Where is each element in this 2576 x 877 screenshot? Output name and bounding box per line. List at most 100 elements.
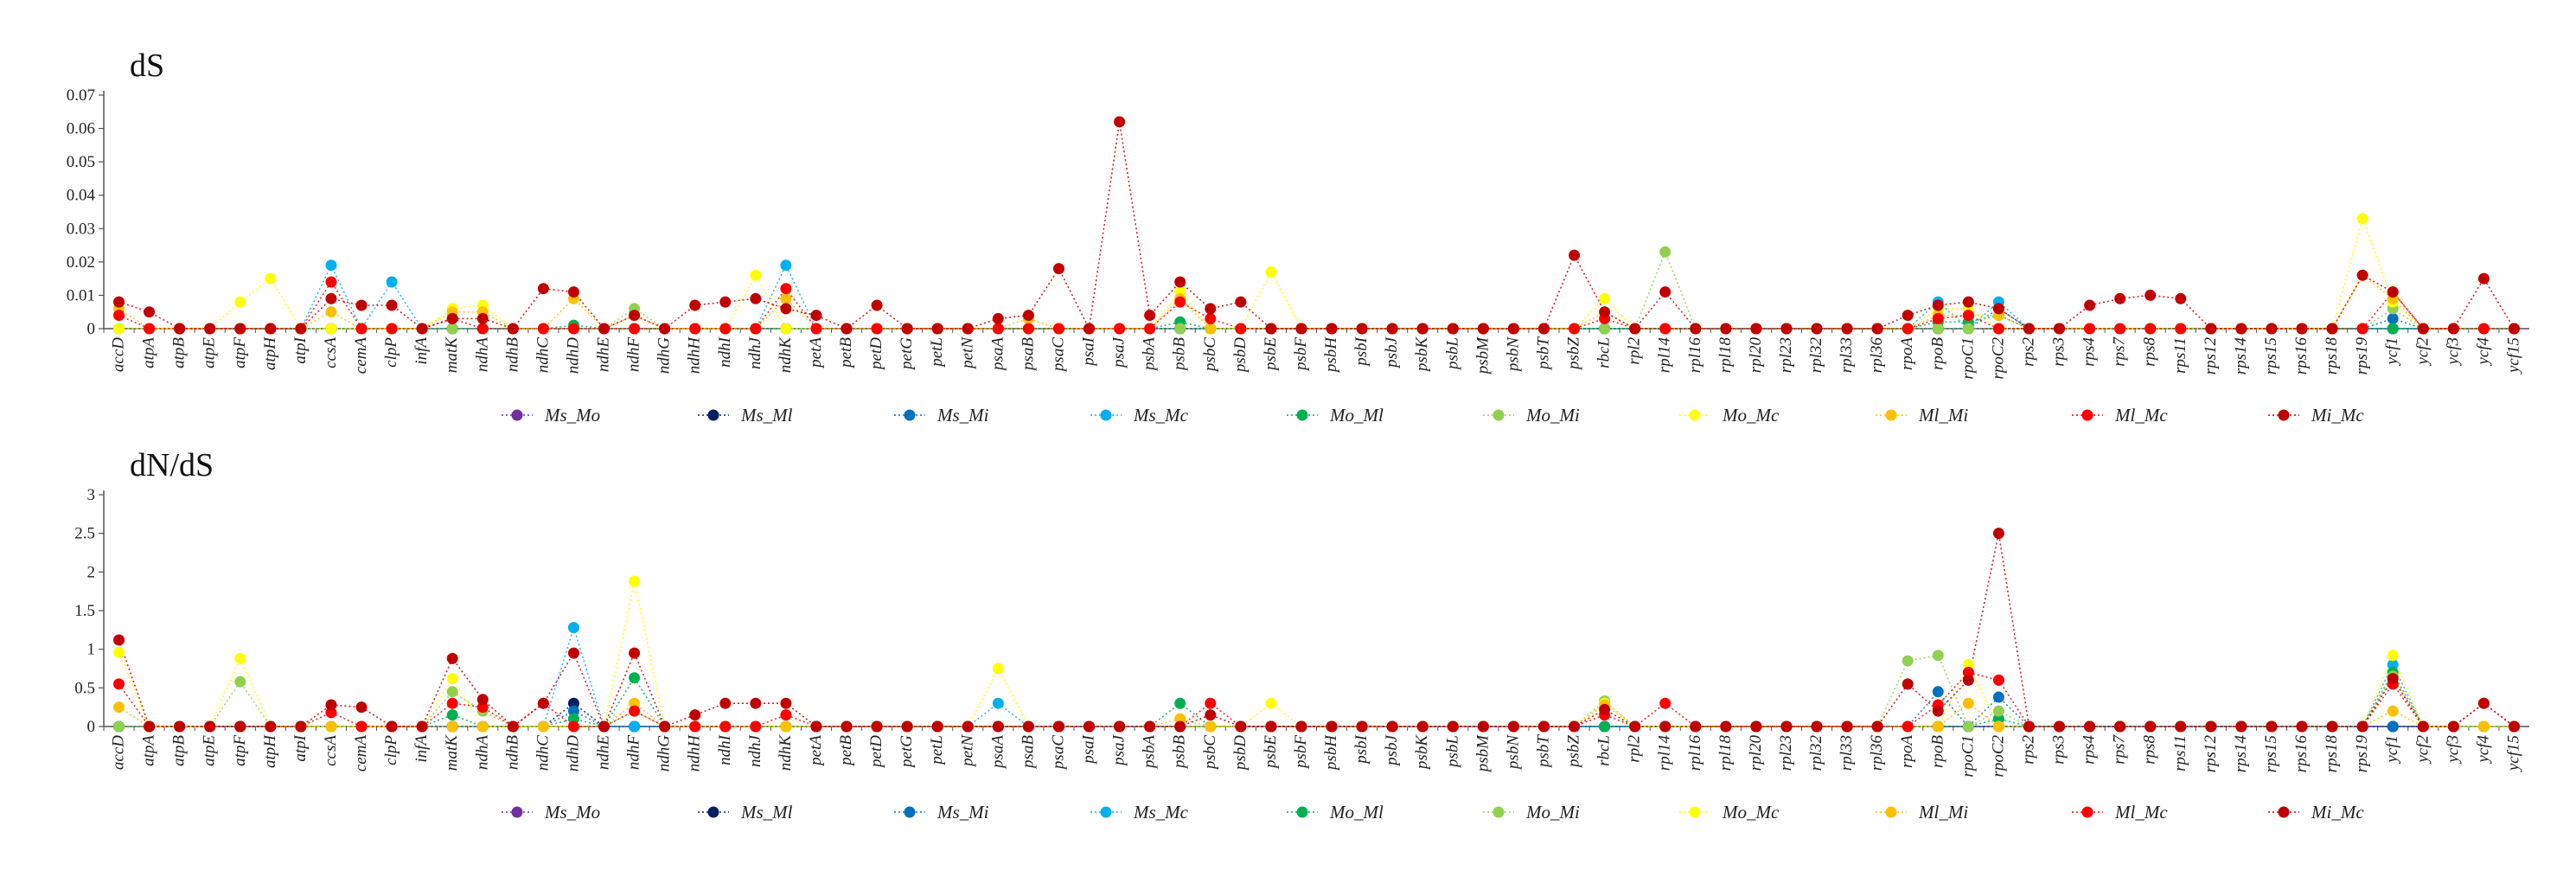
data-point-mo-mi: [1992, 705, 2004, 717]
data-point-mo-mi: [446, 323, 458, 335]
x-tick-label: petD: [867, 735, 885, 769]
x-tick-label: psbF: [1292, 735, 1310, 770]
data-point-ml-mi: [113, 701, 125, 714]
data-point-mi-mc: [1629, 720, 1641, 733]
data-point-mi-mc: [507, 720, 519, 733]
legend-label: Ml_Mi: [1918, 802, 1968, 823]
data-point-mi-mc: [931, 720, 943, 733]
data-point-mi-mc: [871, 299, 883, 311]
x-tick-label: rpl16: [1686, 337, 1704, 374]
x-tick-label: rpl2: [1626, 337, 1644, 365]
series-line-mi-mc: [118, 533, 2515, 729]
legend-label: Mo_Mc: [1722, 802, 1780, 823]
data-point-mi-mc: [810, 310, 822, 322]
data-point-mi-mc: [537, 283, 549, 295]
data-point-mi-mc: [1052, 263, 1064, 275]
x-tick-label: ndhK: [777, 336, 795, 374]
data-point-mo-mi: [1174, 323, 1186, 335]
data-point-ml-mc: [810, 323, 822, 335]
data-point-ml-mc: [689, 720, 701, 733]
data-point-mi-mc: [2296, 720, 2308, 733]
legend-label: Ms_Mi: [936, 405, 989, 426]
x-tick-label: rps19: [2353, 735, 2371, 773]
x-tick-label: accD: [110, 735, 128, 770]
x-tick-label: psbH: [1322, 336, 1340, 374]
x-tick-label: rps19: [2353, 337, 2371, 375]
data-point-mi-mc: [234, 323, 246, 335]
data-point-ml-mi: [1962, 697, 1974, 709]
data-point-mi-mc: [1022, 310, 1034, 322]
data-point-mi-mc: [1386, 720, 1398, 733]
x-tick-label: rps4: [2081, 735, 2099, 765]
data-point-mi-mc: [1386, 323, 1398, 335]
data-point-mo-mi: [1932, 650, 1944, 662]
data-point-mi-mc: [2205, 720, 2217, 733]
y-tick-label: 0.01: [67, 286, 95, 304]
data-point-mi-mc: [1902, 310, 1914, 322]
x-tick-label: rpl33: [1838, 735, 1856, 771]
x-tick-label: rps7: [2111, 734, 2129, 765]
data-point-mi-mc: [1083, 323, 1096, 335]
y-tick-label: 2: [87, 563, 96, 581]
data-point-mi-mc: [841, 323, 853, 335]
data-point-mi-mc: [1690, 720, 1702, 733]
data-point-mi-mc: [2387, 673, 2399, 685]
x-tick-label: petB: [837, 735, 855, 767]
x-tick-label: rps3: [2050, 735, 2068, 765]
data-point-ml-mc: [1205, 312, 1217, 324]
panel-title: dN/dS: [130, 447, 214, 483]
data-point-ml-mc: [2114, 323, 2126, 335]
data-point-mi-mc: [1144, 720, 1156, 733]
legend-label: Ml_Mc: [2114, 802, 2168, 823]
data-point-ml-mc: [2084, 323, 2096, 335]
x-tick-label: psbT: [1534, 734, 1552, 769]
x-tick-label: rpl33: [1838, 337, 1856, 373]
data-point-ml-mc: [476, 701, 489, 714]
x-tick-label: infA: [412, 735, 431, 763]
data-point-mi-mc: [1720, 720, 1732, 733]
data-point-mi-mc: [265, 720, 277, 733]
data-point-ms-mi: [1932, 686, 1944, 698]
legend-label: Ml_Mi: [1918, 405, 1968, 426]
x-tick-label: psbI: [1352, 336, 1371, 367]
data-point-mo-mc: [113, 323, 125, 335]
x-tick-label: ndhH: [686, 734, 704, 772]
data-point-ml-mc: [1962, 310, 1974, 322]
x-tick-label: atpB: [170, 735, 189, 766]
data-point-mi-mc: [174, 720, 186, 733]
x-tick-label: ndhE: [595, 735, 613, 771]
x-tick-label: ndhA: [473, 735, 491, 771]
x-tick-label: rpl20: [1747, 337, 1765, 374]
data-point-ml-mc: [1235, 323, 1247, 335]
x-tick-label: ycf2: [2413, 337, 2432, 367]
x-tick-label: ndhI: [716, 336, 734, 368]
data-point-ml-mc: [113, 310, 125, 322]
data-point-mi-mc: [1811, 323, 1823, 335]
data-point-mi-mc: [446, 652, 458, 664]
data-point-ml-mi: [2387, 705, 2399, 717]
data-point-mo-mc: [750, 269, 762, 281]
data-point-mi-mc: [2266, 720, 2278, 733]
data-point-ml-mi: [1174, 713, 1186, 725]
data-point-mo-mi: [1902, 655, 1914, 667]
data-point-mo-mi: [113, 720, 125, 733]
data-point-ml-mc: [325, 276, 337, 288]
data-point-ml-mi: [1932, 720, 1944, 733]
y-tick-label: 0.02: [67, 253, 95, 272]
x-tick-label: petL: [928, 735, 946, 766]
x-tick-label: atpI: [291, 733, 310, 761]
x-tick-label: ccsA: [322, 337, 340, 368]
data-point-ml-mc: [780, 283, 792, 295]
legend-marker: [2278, 806, 2290, 818]
series-line-ml-mi: [118, 702, 2515, 727]
data-point-ms-mc: [780, 259, 792, 272]
x-tick-label: psaB: [1019, 337, 1037, 372]
data-point-mi-mc: [2296, 323, 2308, 335]
legend-marker: [2081, 409, 2093, 421]
data-point-mi-mc: [2054, 323, 2066, 335]
x-tick-label: psbJ: [1383, 733, 1401, 766]
y-tick-label: 0.05: [67, 153, 95, 171]
x-tick-label: ndhG: [655, 735, 674, 772]
data-point-mi-mc: [1871, 720, 1883, 733]
legend-marker: [1885, 806, 1897, 818]
